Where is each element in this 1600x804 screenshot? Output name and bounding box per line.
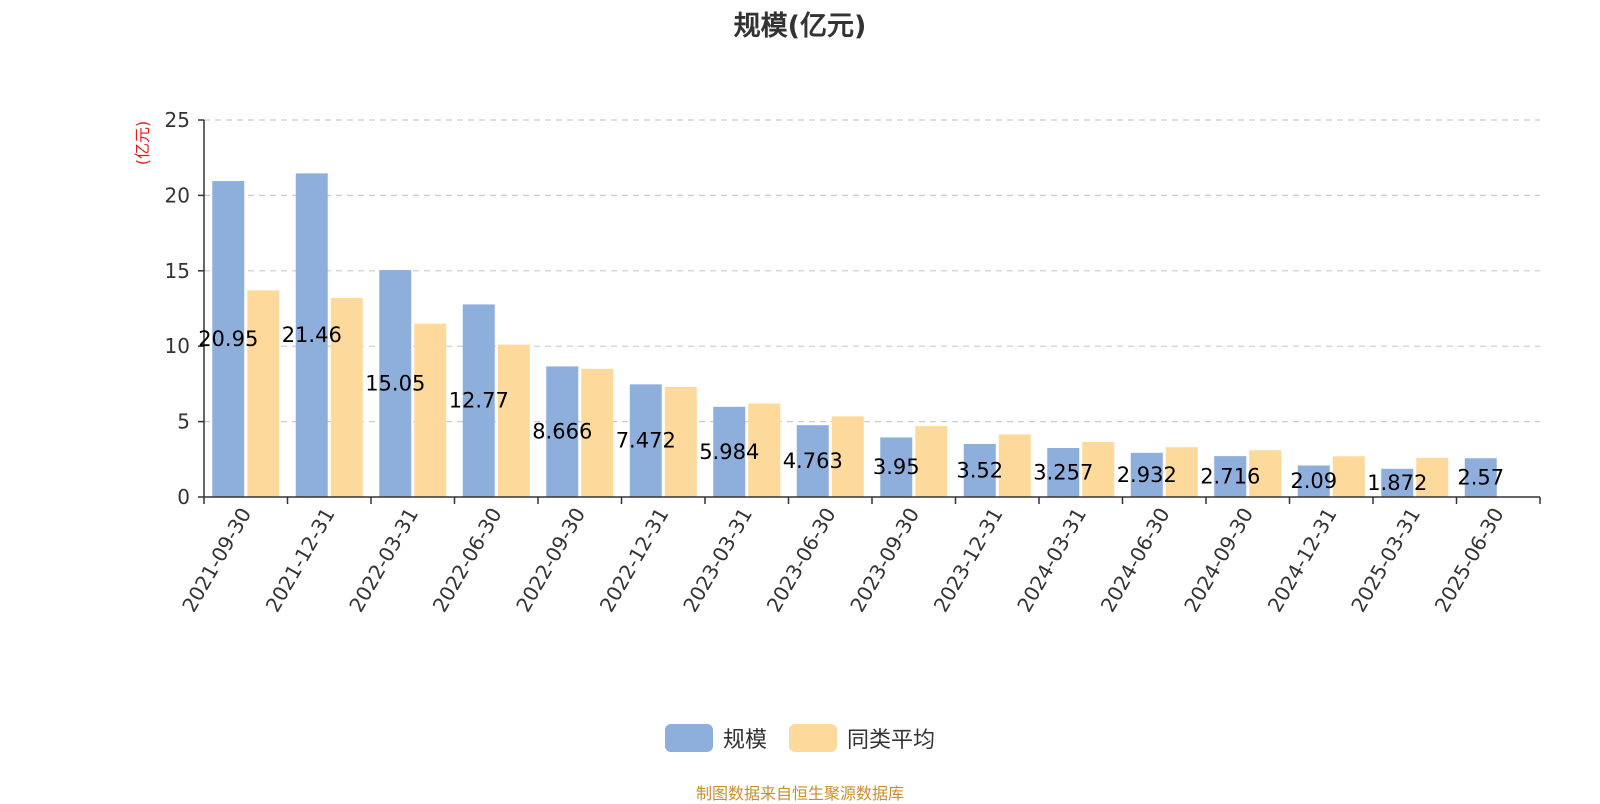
bar-scale[interactable] — [1130, 452, 1163, 497]
data-label-scale: 12.77 — [449, 389, 509, 413]
bar-peer-average[interactable] — [664, 386, 697, 497]
bar-scale[interactable] — [1047, 447, 1080, 497]
legend-swatch-scale — [664, 724, 713, 752]
data-label-scale: 3.257 — [1033, 460, 1093, 484]
x-tick-label: 2024-12-31 — [1263, 504, 1342, 617]
x-tick-label: 2023-12-31 — [929, 504, 1008, 617]
x-tick-label: 2022-12-31 — [595, 504, 674, 617]
x-tick-label: 2024-09-30 — [1179, 504, 1258, 617]
bar-peer-average[interactable] — [1249, 450, 1282, 497]
bar-scale[interactable] — [963, 443, 996, 497]
x-tick-label: 2025-06-30 — [1430, 504, 1509, 617]
bar-scale[interactable] — [462, 304, 495, 497]
data-label-scale: 5.984 — [699, 440, 759, 464]
data-label-scale: 20.95 — [198, 327, 258, 351]
bar-peer-average[interactable] — [998, 434, 1031, 497]
x-tick-label: 2023-03-31 — [678, 504, 757, 617]
x-tick-label: 2021-12-31 — [261, 504, 340, 617]
data-label-scale: 15.05 — [365, 372, 425, 396]
bar-peer-average[interactable] — [831, 416, 864, 497]
y-tick-label: 5 — [177, 410, 190, 434]
data-label-scale: 2.932 — [1117, 463, 1177, 487]
chart-title: 规模(亿元) — [733, 11, 867, 42]
x-tick-label: 2021-09-30 — [177, 504, 256, 617]
bar-scale[interactable] — [1297, 465, 1330, 497]
bar-scale[interactable] — [713, 406, 746, 497]
data-labels: 20.95 21.46 15.05 12.77 8.666 7.472 5.984 4.763… — [198, 323, 1504, 495]
data-label-scale: 21.46 — [282, 323, 342, 347]
legend-label-scale: 规模 — [722, 728, 767, 753]
data-label-scale: 4.763 — [783, 449, 843, 473]
x-tick-label: 2023-06-30 — [762, 504, 841, 617]
data-label-scale: 2.09 — [1290, 469, 1337, 493]
bar-scale[interactable] — [1214, 456, 1247, 497]
bar-peer-average[interactable] — [414, 323, 447, 497]
bar-peer-average[interactable] — [748, 403, 781, 497]
bar-scale[interactable] — [295, 173, 328, 498]
y-tick-label: 10 — [165, 334, 190, 358]
bar-scale[interactable] — [1464, 458, 1497, 497]
bar-peer-average[interactable] — [1165, 447, 1198, 497]
y-tick-label: 0 — [177, 485, 190, 509]
y-tick-label: 15 — [165, 259, 190, 283]
bar-scale[interactable] — [880, 437, 913, 497]
y-tick-label: 25 — [165, 108, 190, 132]
axes: 0 5 10 15 20 25 2021-09-30 2021-12-31 2022-03-31… — [165, 108, 1541, 617]
bar-scale[interactable] — [1381, 468, 1414, 497]
data-label-scale: 2.57 — [1457, 466, 1504, 490]
source-note: 制图数据来自恒生聚源数据库 — [695, 784, 904, 803]
bar-scale[interactable] — [212, 181, 245, 497]
data-label-scale: 7.472 — [616, 429, 676, 453]
bar-scale[interactable] — [546, 366, 579, 497]
bar-peer-average[interactable] — [1416, 457, 1449, 497]
bars — [212, 173, 1497, 498]
bar-scale[interactable] — [379, 270, 412, 497]
bar-peer-average[interactable] — [581, 368, 614, 497]
y-tick-label: 20 — [165, 183, 190, 207]
x-tick-label: 2024-06-30 — [1096, 504, 1175, 617]
x-tick-label: 2022-06-30 — [428, 504, 507, 617]
bar-peer-average[interactable] — [497, 344, 530, 497]
bar-scale[interactable] — [796, 425, 829, 497]
data-label-scale: 1.872 — [1367, 471, 1427, 495]
bar-peer-average[interactable] — [247, 290, 280, 497]
bar-peer-average[interactable] — [1082, 441, 1115, 497]
bar-scale[interactable] — [629, 384, 662, 497]
bar-peer-average[interactable] — [915, 426, 948, 497]
data-label-scale: 3.95 — [873, 455, 920, 479]
legend-item-scale[interactable]: 规模 — [664, 722, 767, 754]
x-tick-label: 2022-09-30 — [511, 504, 590, 617]
y-axis-unit-label: (亿元) — [133, 121, 152, 166]
legend-item-peer-average[interactable]: 同类平均 — [789, 722, 935, 754]
legend-label-peer-average: 同类平均 — [847, 728, 936, 753]
bar-peer-average[interactable] — [330, 297, 363, 497]
x-tick-label: 2025-03-31 — [1346, 504, 1425, 617]
legend-swatch-peer-average — [789, 724, 837, 752]
x-tick-label: 2022-03-31 — [344, 504, 423, 617]
x-tick-label: 2023-09-30 — [845, 504, 924, 617]
data-label-scale: 2.716 — [1200, 465, 1260, 489]
legend: 规模 同类平均 — [0, 722, 1600, 754]
data-label-scale: 3.52 — [956, 458, 1003, 482]
x-tick-label: 2024-03-31 — [1012, 504, 1091, 617]
bar-peer-average[interactable] — [1332, 456, 1365, 497]
data-label-scale: 8.666 — [532, 420, 592, 444]
